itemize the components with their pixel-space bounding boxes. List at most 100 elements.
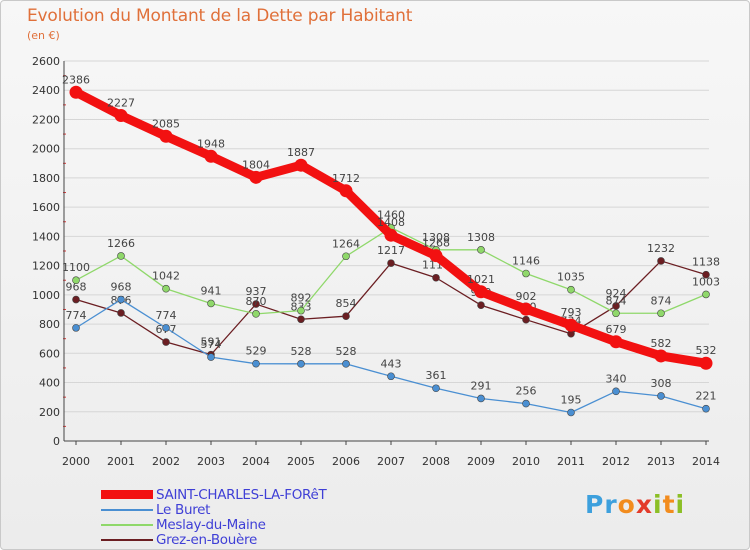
x-tick-label: 2013 (647, 455, 675, 468)
data-point (429, 249, 443, 263)
x-tick-label: 2006 (332, 455, 360, 468)
data-point (162, 338, 170, 346)
data-label: 870 (246, 295, 267, 308)
data-point (252, 310, 260, 318)
x-tick-label: 2000 (62, 455, 90, 468)
chart-legend: SAINT-CHARLES-LA-FORêT Le Buret Meslay-du-… (101, 486, 421, 548)
data-point (657, 392, 665, 400)
data-point (72, 276, 80, 285)
data-point (657, 257, 665, 265)
legend-item: SAINT-CHARLES-LA-FORêT (101, 486, 421, 503)
data-point (387, 259, 395, 267)
legend-label: Grez-en-Bouère (156, 531, 257, 548)
data-point (477, 394, 485, 403)
legend-label: SAINT-CHARLES-LA-FORêT (156, 486, 327, 503)
logo-letter: t (662, 490, 676, 519)
data-point (432, 384, 440, 393)
data-label: 937 (246, 285, 267, 298)
data-label: 574 (201, 338, 222, 351)
logo-letter: P (585, 490, 605, 519)
x-tick-label: 2004 (242, 455, 270, 468)
data-point (342, 312, 350, 320)
data-label: 582 (651, 337, 672, 350)
data-label: 361 (426, 369, 447, 382)
data-label: 528 (336, 345, 357, 358)
logo-letter: x (635, 490, 653, 519)
legend-swatch (101, 508, 153, 511)
data-point (117, 309, 125, 317)
data-point (204, 149, 218, 163)
data-point (432, 273, 440, 282)
data-point (384, 228, 398, 242)
x-tick-label: 2008 (422, 455, 450, 468)
data-label: 902 (516, 290, 537, 303)
data-point (114, 109, 128, 123)
x-tick-label: 2003 (197, 455, 225, 468)
data-label: 1003 (692, 275, 720, 288)
data-label: 1042 (152, 270, 180, 283)
data-point (252, 300, 260, 308)
data-label: 1021 (467, 273, 495, 286)
data-label: 892 (291, 292, 312, 305)
x-tick-label: 2005 (287, 455, 315, 468)
y-tick-label: 400 (39, 377, 60, 390)
data-label: 941 (201, 284, 222, 297)
data-point (522, 315, 530, 324)
data-label: 1460 (377, 209, 405, 222)
data-point (294, 158, 308, 172)
legend-swatch (101, 538, 153, 541)
data-label: 1146 (512, 255, 540, 268)
data-point (297, 306, 305, 315)
data-label: 1948 (197, 137, 225, 150)
y-tick-label: 1600 (32, 201, 60, 214)
data-point (159, 129, 173, 143)
data-point (477, 301, 485, 310)
data-label: 528 (291, 345, 312, 358)
data-point (564, 318, 578, 332)
data-label: 774 (66, 309, 87, 322)
data-point (657, 309, 665, 318)
y-tick-label: 600 (39, 347, 60, 360)
data-label: 968 (111, 281, 132, 294)
data-point (252, 359, 260, 368)
y-tick-label: 1800 (32, 172, 60, 185)
x-tick-label: 2014 (692, 455, 720, 468)
data-label: 924 (606, 287, 627, 300)
data-label: 1138 (692, 256, 720, 269)
data-point (522, 269, 530, 278)
data-point (702, 404, 710, 413)
data-label: 2085 (152, 117, 180, 130)
data-label: 1100 (62, 261, 90, 274)
y-tick-label: 2400 (32, 84, 60, 97)
data-label: 291 (471, 379, 492, 392)
data-point (297, 315, 305, 324)
data-label: 340 (606, 372, 627, 385)
logo-letter: o (617, 490, 636, 519)
data-label: 529 (246, 345, 267, 358)
data-label: 256 (516, 385, 537, 398)
data-label: 1268 (422, 237, 450, 250)
data-point (654, 349, 668, 363)
logo-letter: i (675, 490, 686, 519)
data-point (339, 184, 353, 198)
data-label: 679 (606, 323, 627, 336)
y-tick-label: 800 (39, 318, 60, 331)
data-label: 854 (336, 297, 357, 310)
data-point (69, 85, 83, 99)
data-point (612, 309, 620, 318)
data-label: 1035 (557, 271, 585, 284)
x-tick-label: 2002 (152, 455, 180, 468)
data-label: 2386 (62, 73, 90, 86)
data-point (207, 299, 215, 308)
data-point (297, 360, 305, 368)
data-label: 968 (66, 281, 87, 294)
data-point (612, 387, 620, 396)
legend-label: Meslay-du-Maine (156, 516, 266, 533)
data-label: 532 (696, 344, 717, 357)
chart-title: Evolution du Montant de la Dette par Hab… (27, 6, 413, 26)
data-label: 195 (561, 394, 582, 407)
data-label: 793 (561, 306, 582, 319)
data-point (477, 246, 485, 254)
